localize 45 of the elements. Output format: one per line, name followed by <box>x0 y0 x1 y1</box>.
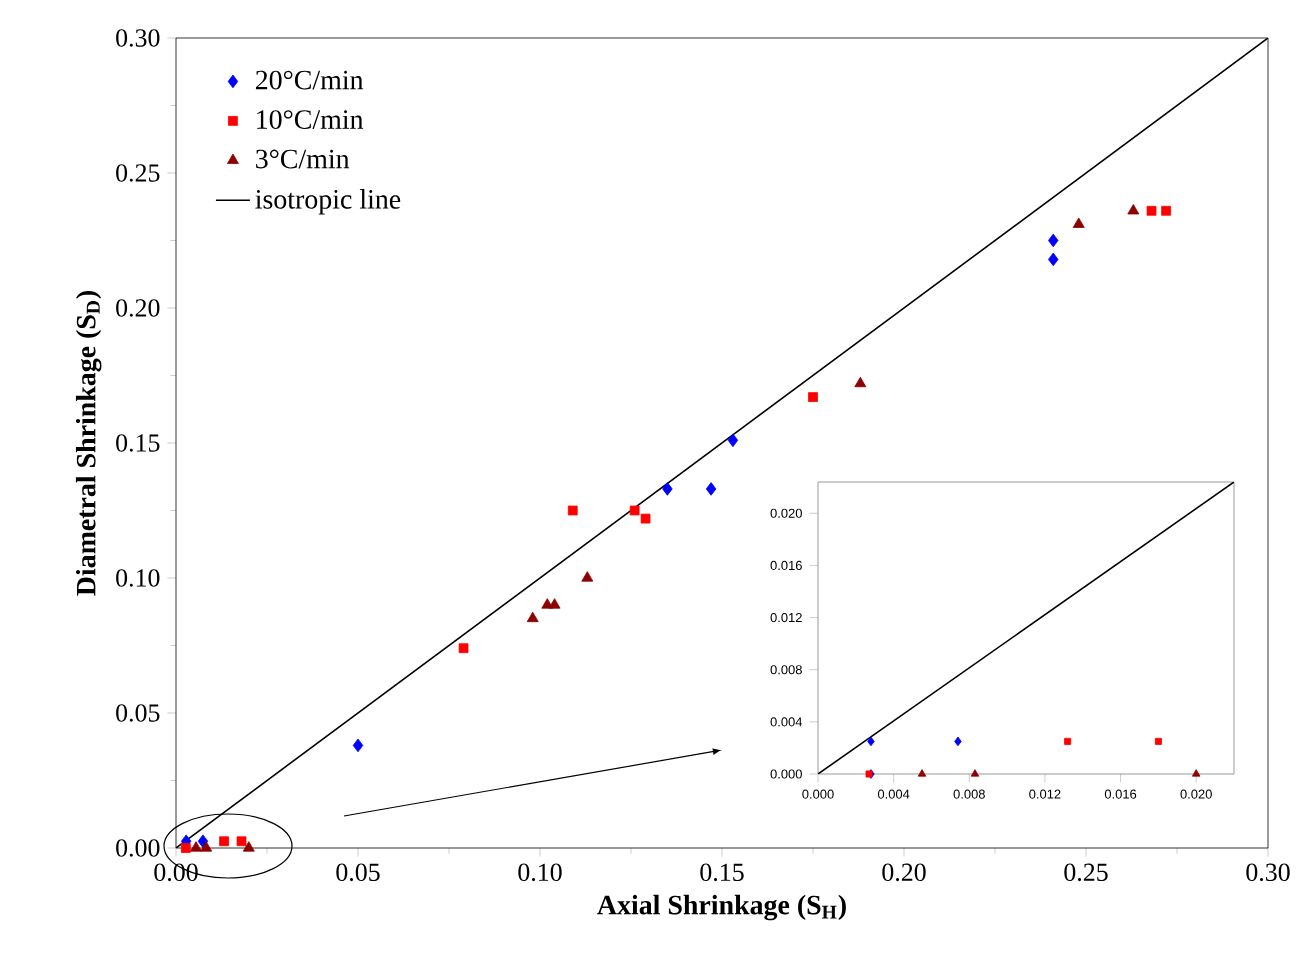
point <box>190 841 202 852</box>
point <box>1072 217 1085 228</box>
legend-label: 3°C/min <box>256 149 350 169</box>
point <box>1161 205 1171 216</box>
point <box>1146 205 1157 216</box>
point <box>219 836 229 847</box>
x-tick-label: 0.30 <box>1246 863 1290 882</box>
point <box>1127 204 1140 215</box>
y-tick-label: 0.00 <box>116 839 160 857</box>
y-tick-label: 0.25 <box>116 164 160 182</box>
point <box>808 392 818 402</box>
point <box>640 513 651 524</box>
y-tick-label: 0.05 <box>116 704 160 722</box>
point <box>526 611 539 623</box>
x-tick-label: 0.20 <box>882 863 926 882</box>
point <box>629 505 640 516</box>
y-tick-label: 0.15 <box>116 434 160 452</box>
point <box>236 836 247 847</box>
point <box>1048 252 1059 267</box>
point <box>1048 233 1059 248</box>
x-tick-label: 0.25 <box>1064 863 1108 882</box>
legend-label: 20°C/min <box>255 70 364 90</box>
x-tick-label: 0.00 <box>154 863 198 882</box>
point <box>567 505 578 516</box>
x-tick-label: 0.05 <box>336 863 380 882</box>
legend-label: isotropic line <box>255 189 401 215</box>
point <box>242 841 255 852</box>
x-tick-label: 0.10 <box>518 863 562 882</box>
point <box>581 571 594 582</box>
point <box>352 738 364 753</box>
point <box>854 376 867 388</box>
legend-label: 10°C/min <box>257 110 364 129</box>
point <box>662 482 673 496</box>
point <box>200 841 213 852</box>
point <box>548 598 561 609</box>
y-tick-label: 0.30 <box>116 29 160 47</box>
point <box>458 643 469 654</box>
y-axis-title: Diametral Shrinkage (S$_{D}$) <box>75 291 102 596</box>
point <box>727 433 739 448</box>
x-tick-label: 0.15 <box>700 863 744 882</box>
point <box>705 482 717 496</box>
x-axis-title: Axial Shrinkage (S$_{H}$) <box>597 894 846 921</box>
y-tick-label: 0.20 <box>116 299 160 317</box>
y-tick-label: 0.10 <box>116 569 160 587</box>
point <box>180 843 191 853</box>
